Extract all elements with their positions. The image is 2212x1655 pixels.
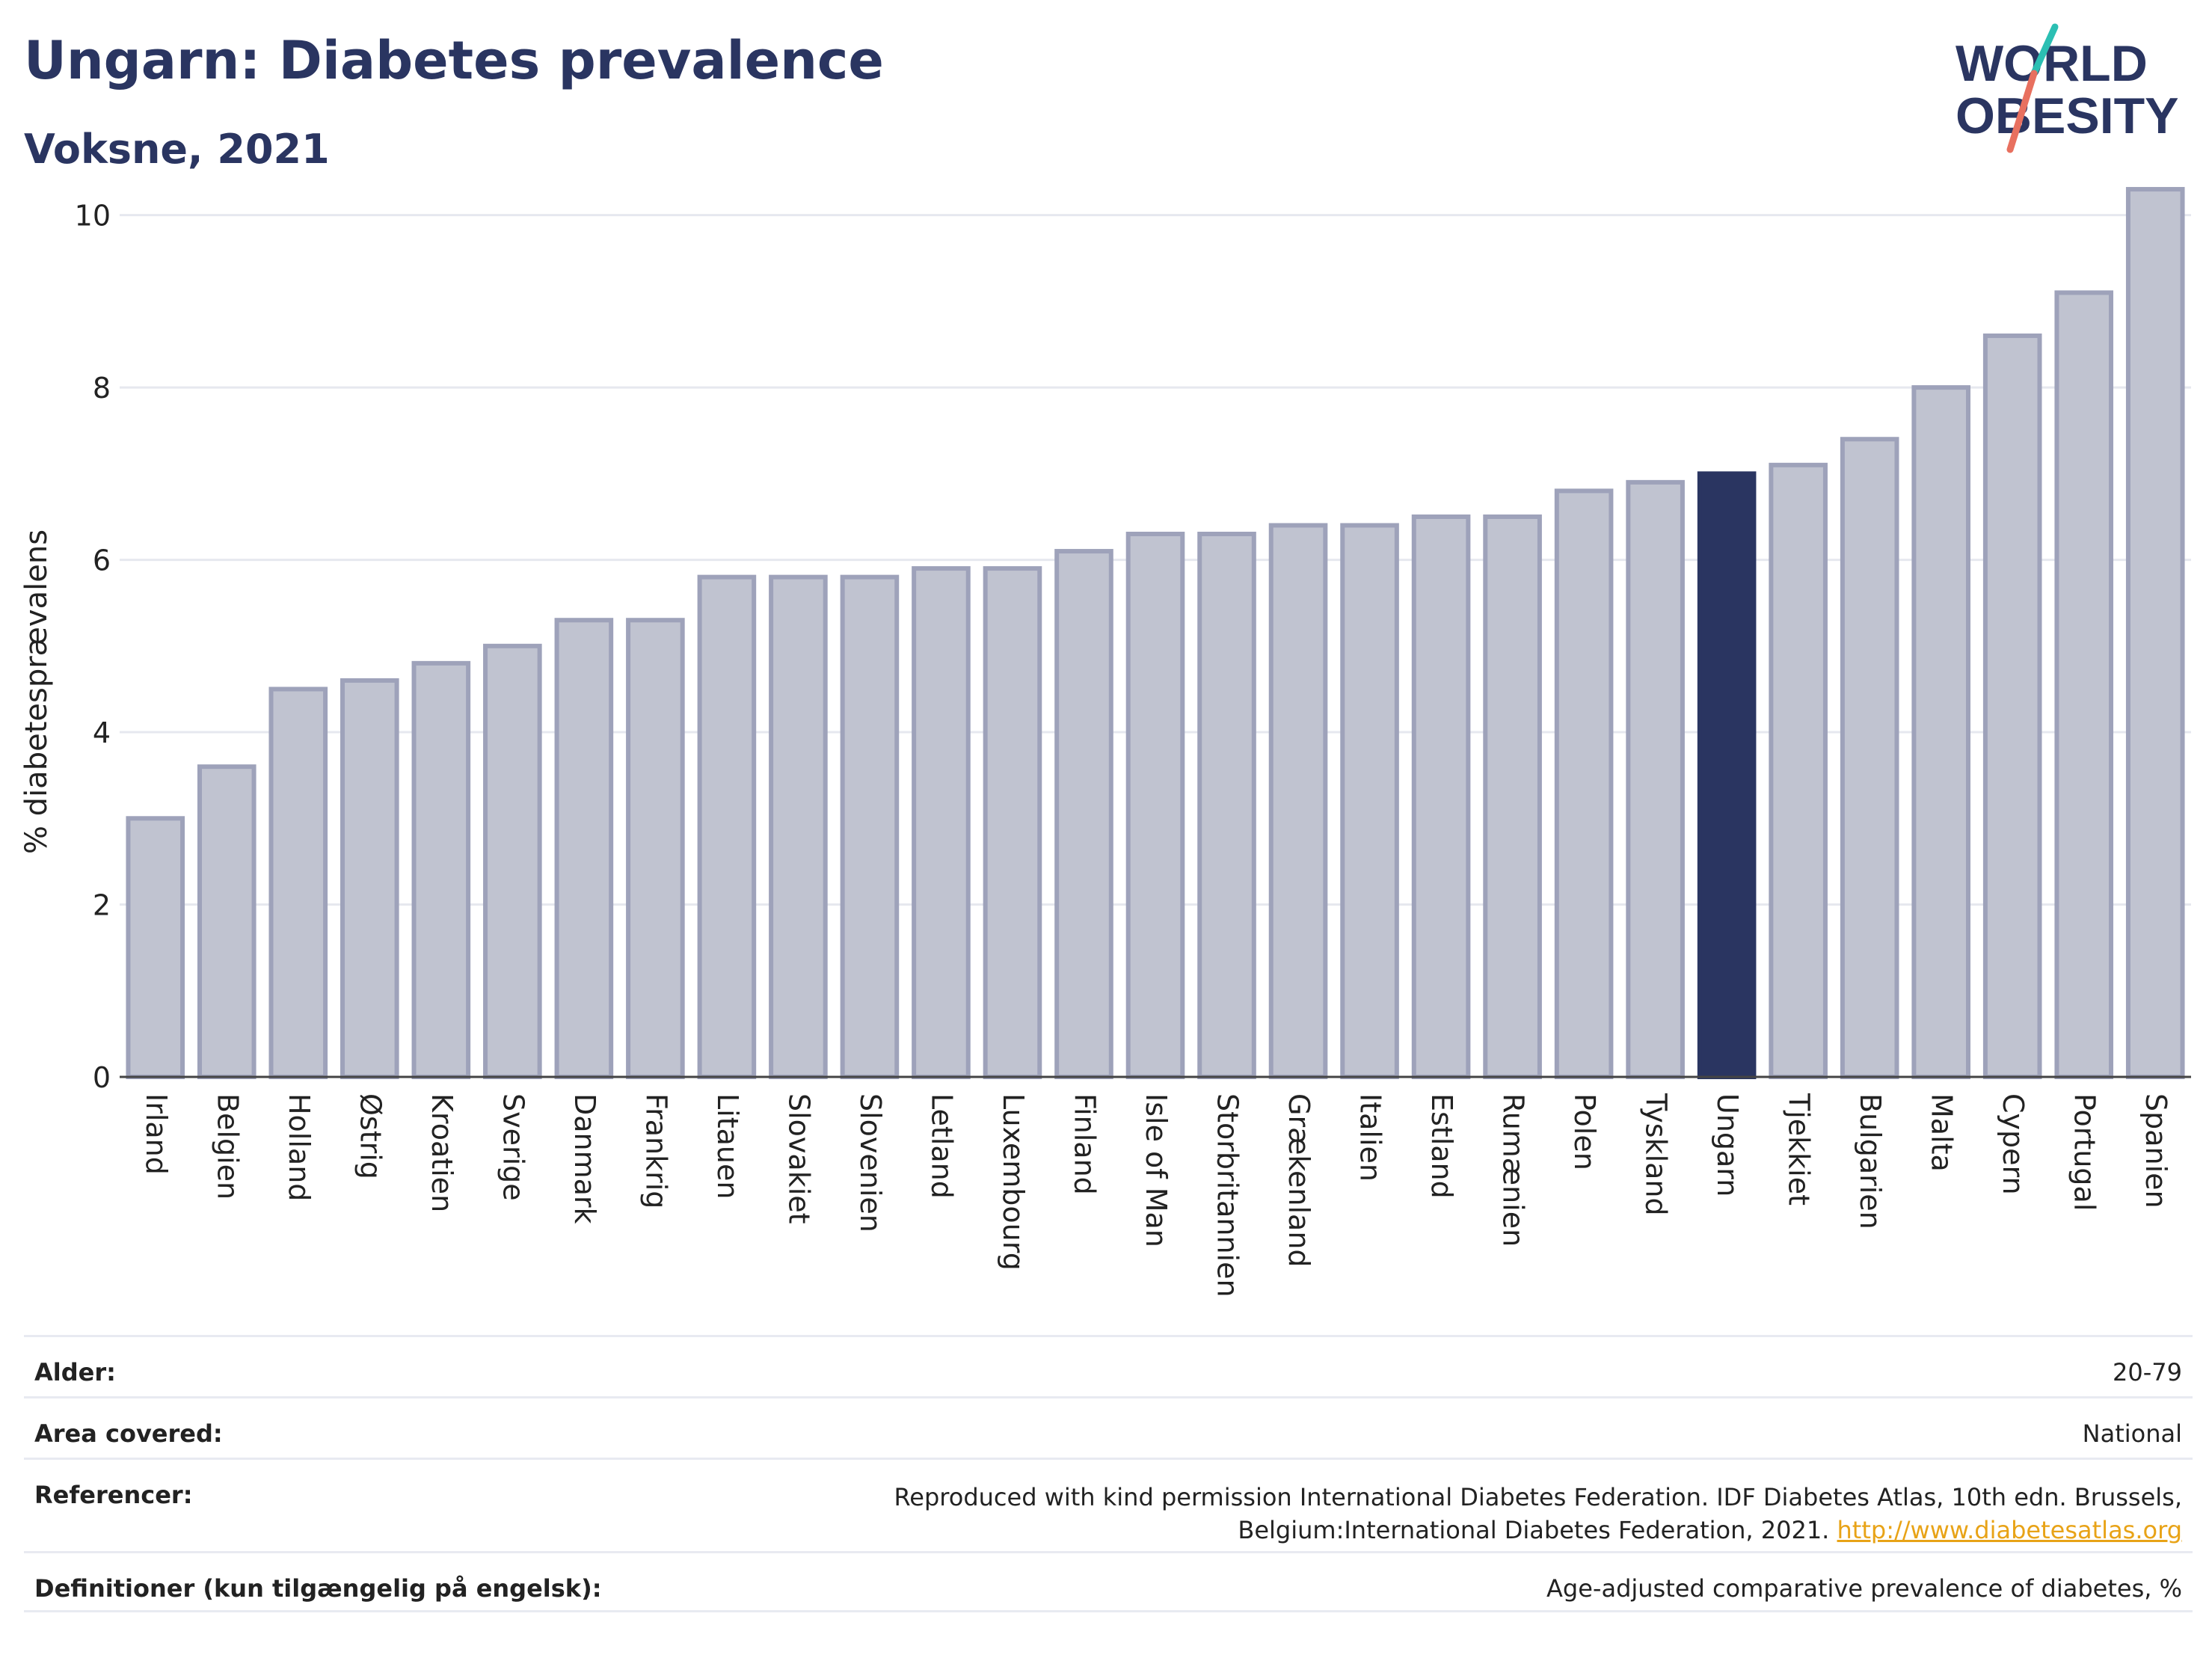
bar-frankrig <box>626 618 685 1079</box>
definitions-value: Age-adjusted comparative prevalence of d… <box>1546 1574 2182 1603</box>
bar-sverige <box>483 643 542 1079</box>
bar-ungarn <box>1697 471 1757 1079</box>
logo-slash-teal <box>2030 23 2059 77</box>
bar-chart: 0 2 4 6 8 10 Irland Belgien Holland Østrig Kroati… <box>19 187 2191 1298</box>
x-tick-label: Luxembourg <box>997 1093 1030 1271</box>
x-tick-label: Bulgarien <box>1854 1093 1887 1229</box>
bar-belgien <box>197 764 256 1079</box>
page-title: Ungarn: Diabetes prevalence <box>24 30 884 91</box>
bar-malta <box>1911 385 1970 1079</box>
x-tick-label: Frankrig <box>639 1093 672 1209</box>
bar-danmark <box>554 618 614 1079</box>
bar-slovenien <box>840 574 900 1079</box>
bar-estland <box>1411 514 1471 1079</box>
x-tick-label: Sverige <box>497 1093 529 1201</box>
page-subtitle: Voksne, 2021 <box>24 126 330 173</box>
meta-row-definitions: Definitioner (kun tilgængelig på engelsk… <box>24 1551 2193 1612</box>
definitions-label: Definitioner (kun tilgængelig på engelsk… <box>34 1574 602 1603</box>
logo-slash-coral <box>2006 70 2038 153</box>
x-tick-label: Danmark <box>568 1093 601 1224</box>
bar-isle-of-man <box>1125 532 1185 1079</box>
bar-polen <box>1554 488 1614 1079</box>
bar-rumænien <box>1483 514 1542 1079</box>
bar-spanien <box>2125 187 2185 1080</box>
metadata-table: Alder: 20-79 Area covered: National Refe… <box>24 1335 2193 1612</box>
y-tick-label: 4 <box>93 716 111 749</box>
area-value: National <box>2082 1419 2182 1448</box>
bar-bulgarien <box>1840 437 1899 1079</box>
references-link[interactable]: http://www.diabetesatlas.org <box>1837 1516 2182 1544</box>
references-value: Reproduced with kind permission Internat… <box>649 1481 2193 1547</box>
x-tick-label: Malta <box>1926 1093 1958 1172</box>
age-label: Alder: <box>34 1358 116 1387</box>
bar-italien <box>1340 523 1399 1079</box>
x-tick-label: Isle of Man <box>1140 1093 1173 1247</box>
y-tick-label: 10 <box>75 200 111 233</box>
x-tick-label: Spanien <box>2139 1093 2172 1209</box>
x-tick-label: Holland <box>283 1093 316 1201</box>
bar-tjekkiet <box>1769 462 1828 1079</box>
y-tick-label: 2 <box>93 889 111 922</box>
y-tick-label: 6 <box>93 544 111 577</box>
x-tick-label: Belgien <box>211 1093 244 1200</box>
bar-portugal <box>2054 290 2114 1079</box>
bar-holland <box>268 687 328 1079</box>
bar-finland <box>1054 549 1113 1079</box>
x-tick-label: Italien <box>1354 1093 1387 1182</box>
x-tick-label: Rumænien <box>1497 1093 1530 1247</box>
bar-litauen <box>697 574 757 1079</box>
x-tick-label: Østrig <box>354 1093 387 1179</box>
bar-cypern <box>1982 333 2042 1079</box>
bar-østrig <box>340 678 399 1079</box>
x-tick-label: Tyskland <box>1640 1093 1673 1216</box>
bar-kroatien <box>411 660 471 1079</box>
bar-slovakiet <box>769 574 828 1079</box>
y-tick-label: 0 <box>93 1061 111 1094</box>
x-tick-label: Litauen <box>711 1093 744 1199</box>
y-axis-label: % diabetesprævalens <box>19 529 54 854</box>
bar-grækenland <box>1268 523 1328 1079</box>
logo-word-obesity: OBESITY <box>1956 87 2179 144</box>
bar-letland <box>912 566 971 1079</box>
x-tick-labels: Irland Belgien Holland Østrig Kroatien Sverig… <box>140 1093 2172 1298</box>
x-tick-label: Tjekkiet <box>1783 1093 1816 1206</box>
bar-tyskland <box>1626 479 1685 1079</box>
x-tick-label: Finland <box>1068 1093 1101 1195</box>
meta-row-area: Area covered: National <box>24 1396 2193 1458</box>
area-label: Area covered: <box>34 1419 223 1448</box>
age-value: 20-79 <box>2113 1358 2182 1387</box>
y-tick-label: 8 <box>93 372 111 405</box>
x-tick-label: Storbritannien <box>1211 1093 1244 1298</box>
bar-luxembourg <box>983 566 1042 1079</box>
x-tick-label: Letland <box>925 1093 958 1199</box>
x-tick-label: Polen <box>1568 1093 1601 1170</box>
x-tick-label: Grækenland <box>1282 1093 1315 1268</box>
x-tick-label: Cypern <box>1997 1093 2030 1195</box>
bar-irland <box>126 816 185 1080</box>
meta-row-references: Referencer: Reproduced with kind permiss… <box>24 1458 2193 1551</box>
world-obesity-logo: WORLD OBESITY <box>1956 23 2179 153</box>
x-tick-label: Slovakiet <box>782 1093 815 1224</box>
x-tick-label: Estland <box>1425 1093 1458 1199</box>
logo-word-world: WORLD <box>1956 35 2148 92</box>
x-tick-label: Ungarn <box>1711 1093 1744 1197</box>
x-tick-label: Kroatien <box>425 1093 458 1212</box>
references-label: Referencer: <box>34 1481 193 1509</box>
bars <box>126 187 2185 1080</box>
x-tick-label: Irland <box>140 1093 173 1175</box>
x-tick-label: Slovenien <box>854 1093 887 1232</box>
y-tick-labels: 0 2 4 6 8 10 <box>75 200 111 1094</box>
x-tick-label: Portugal <box>2068 1093 2101 1211</box>
references-text: Reproduced with kind permission Internat… <box>894 1483 2183 1544</box>
meta-row-age: Alder: 20-79 <box>24 1335 2193 1396</box>
bar-storbritannien <box>1197 532 1256 1079</box>
